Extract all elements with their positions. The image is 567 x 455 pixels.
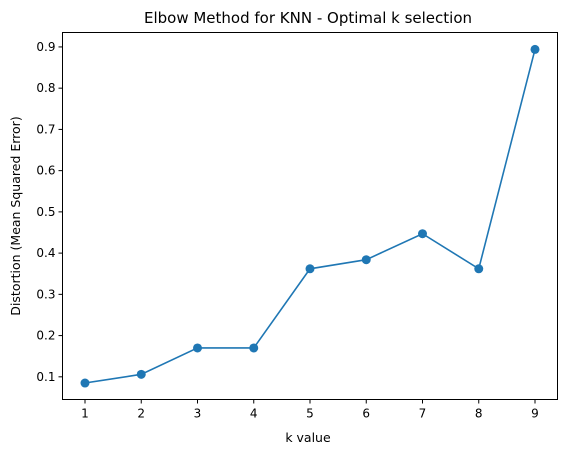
x-tick-label: 4 — [250, 407, 258, 421]
y-tick-label: 0.4 — [36, 246, 55, 260]
series-group — [80, 44, 540, 388]
y-tick-label: 0.7 — [36, 122, 55, 136]
data-point — [530, 44, 540, 54]
data-point — [249, 343, 259, 353]
data-point — [474, 264, 484, 274]
y-tick-label: 0.5 — [36, 205, 55, 219]
y-tick-label: 0.3 — [36, 287, 55, 301]
x-tick-label: 6 — [362, 407, 370, 421]
x-tick-label: 5 — [306, 407, 314, 421]
y-tick-label: 0.9 — [36, 40, 55, 54]
y-tick-label: 0.1 — [36, 370, 55, 384]
series-line — [84, 49, 536, 384]
x-tick-label: 7 — [419, 407, 427, 421]
x-tick-label: 8 — [475, 407, 483, 421]
chart-title: Elbow Method for KNN - Optimal k selecti… — [144, 9, 472, 27]
data-point — [193, 343, 202, 353]
x-axis: 1 2 3 4 5 6 7 8 9 — [81, 399, 539, 421]
data-point — [361, 255, 371, 265]
y-tick-label: 0.6 — [36, 164, 55, 178]
data-point — [305, 264, 315, 274]
x-axis-label: k value — [285, 430, 331, 445]
x-tick-label: 1 — [81, 407, 89, 421]
plot-frame — [62, 32, 558, 400]
y-tick-label: 0.8 — [36, 81, 55, 95]
data-point — [80, 378, 90, 388]
y-axis: 0.1 0.2 0.3 0.4 0.5 0.6 0.7 0.8 0.9 — [36, 40, 63, 384]
x-tick-label: 3 — [194, 407, 202, 421]
y-axis-label: Distortion (Mean Squared Error) — [8, 116, 23, 315]
data-point — [418, 229, 427, 239]
x-tick-label: 9 — [531, 407, 539, 421]
y-tick-label: 0.2 — [36, 329, 55, 343]
x-tick-label: 2 — [137, 407, 145, 421]
data-point — [136, 369, 146, 379]
